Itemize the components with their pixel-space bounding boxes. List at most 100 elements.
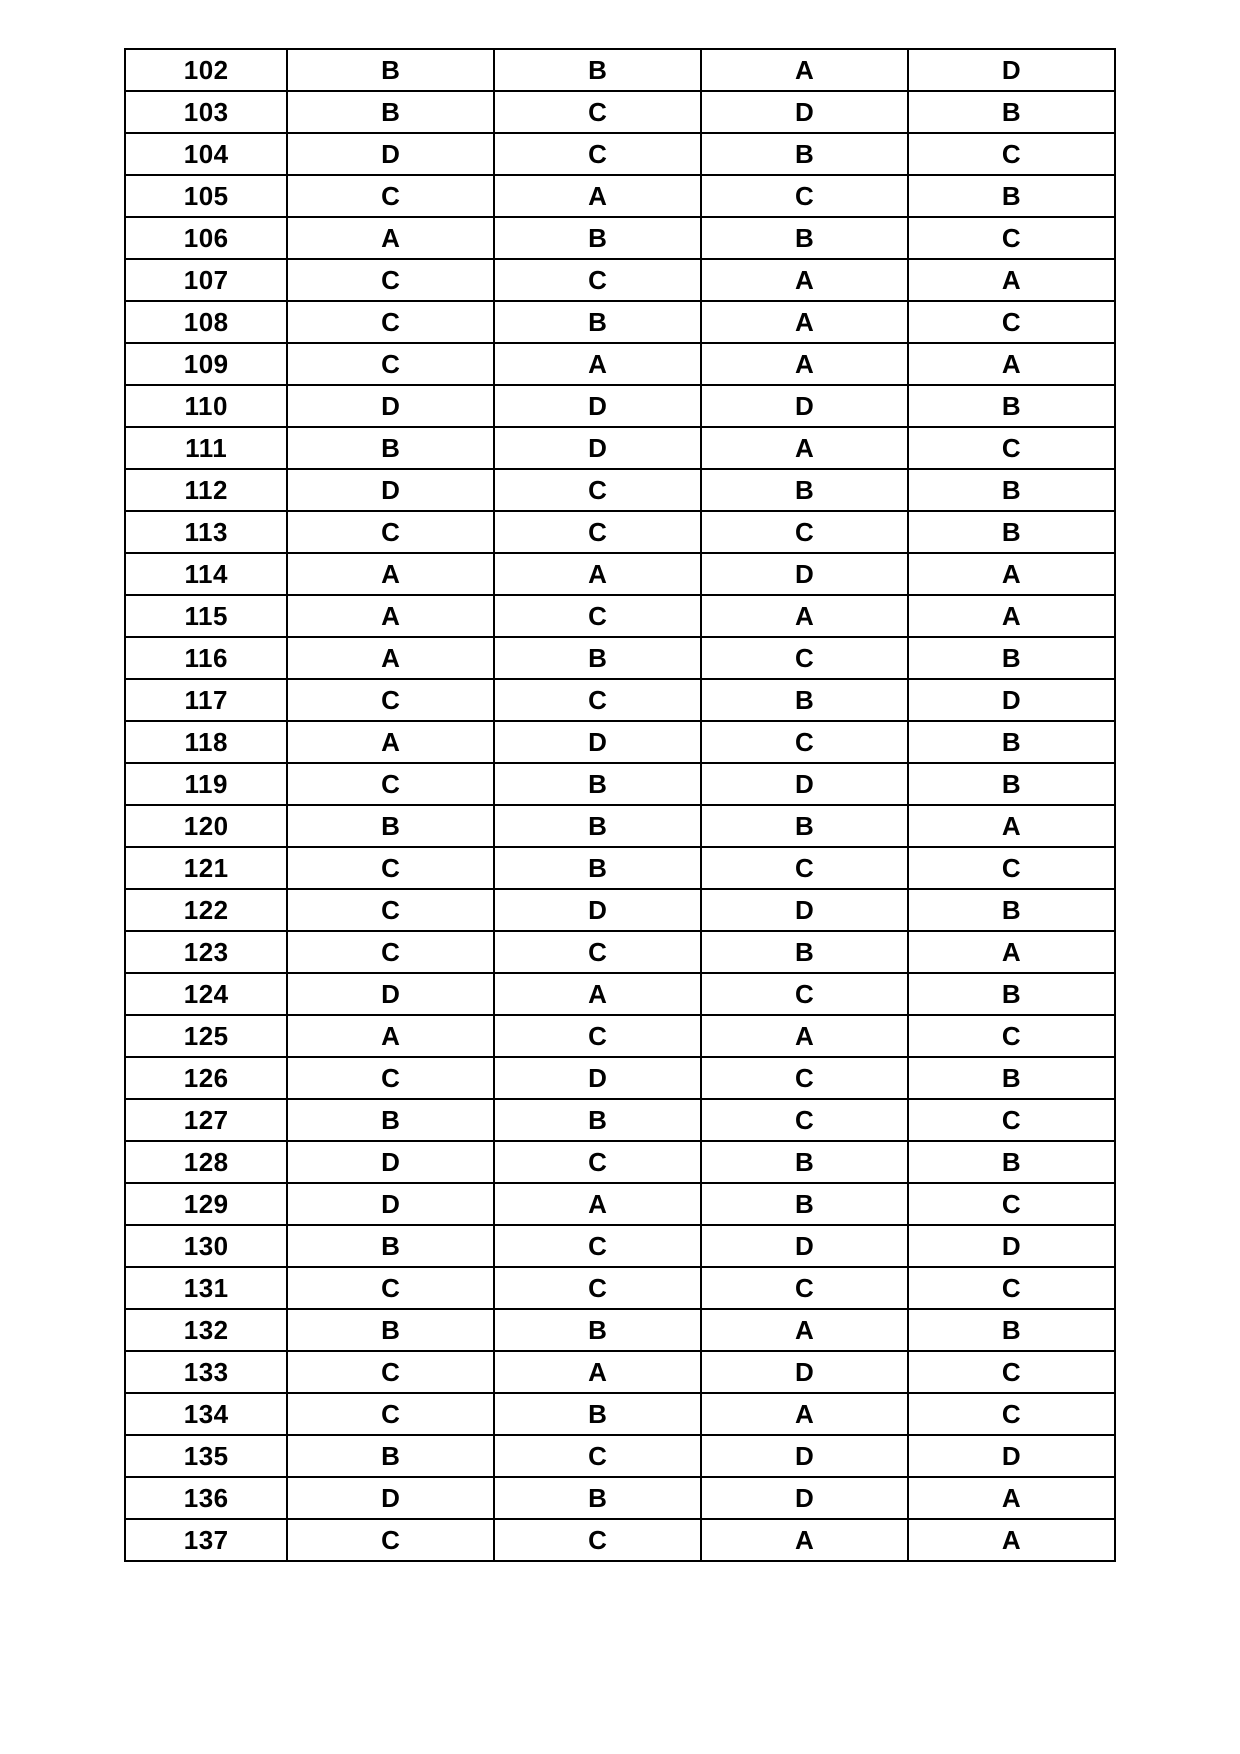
answer-cell: C — [494, 1015, 701, 1057]
question-number-cell: 114 — [125, 553, 287, 595]
answer-cell: A — [287, 595, 494, 637]
answer-cell: B — [908, 511, 1115, 553]
answer-cell: B — [287, 1435, 494, 1477]
answer-cell: B — [701, 217, 908, 259]
answer-cell: C — [287, 889, 494, 931]
answer-cell: B — [701, 469, 908, 511]
answer-cell: B — [701, 679, 908, 721]
answer-cell: C — [494, 133, 701, 175]
answer-cell: B — [494, 637, 701, 679]
answer-cell: C — [287, 847, 494, 889]
answer-cell: B — [287, 1309, 494, 1351]
answer-cell: A — [701, 301, 908, 343]
answer-cell: C — [908, 301, 1115, 343]
question-number-cell: 133 — [125, 1351, 287, 1393]
answer-cell: A — [287, 637, 494, 679]
answer-cell: B — [701, 1141, 908, 1183]
question-number-cell: 137 — [125, 1519, 287, 1561]
answer-cell: B — [908, 637, 1115, 679]
table-row: 116ABCB — [125, 637, 1115, 679]
table-row: 113CCCB — [125, 511, 1115, 553]
table-row: 131CCCC — [125, 1267, 1115, 1309]
question-number-cell: 128 — [125, 1141, 287, 1183]
answer-cell: A — [494, 553, 701, 595]
question-number-cell: 106 — [125, 217, 287, 259]
table-row: 110DDDB — [125, 385, 1115, 427]
answer-cell: D — [494, 721, 701, 763]
table-row: 130BCDD — [125, 1225, 1115, 1267]
table-row: 114AADA — [125, 553, 1115, 595]
answer-cell: B — [494, 301, 701, 343]
table-row: 119CBDB — [125, 763, 1115, 805]
answer-cell: A — [701, 1309, 908, 1351]
question-number-cell: 127 — [125, 1099, 287, 1141]
question-number-cell: 121 — [125, 847, 287, 889]
answer-cell: C — [287, 175, 494, 217]
answer-cell: B — [287, 805, 494, 847]
answer-cell: B — [701, 1183, 908, 1225]
answer-cell: C — [908, 1393, 1115, 1435]
table-row: 129DABC — [125, 1183, 1115, 1225]
answer-cell: A — [701, 259, 908, 301]
answer-cell: B — [908, 973, 1115, 1015]
table-row: 106ABBC — [125, 217, 1115, 259]
answer-cell: C — [287, 1267, 494, 1309]
answer-key-table: 102BBAD103BCDB104DCBC105CACB106ABBC107CC… — [124, 48, 1116, 1562]
answer-cell: B — [908, 175, 1115, 217]
table-row: 105CACB — [125, 175, 1115, 217]
answer-cell: D — [494, 385, 701, 427]
question-number-cell: 104 — [125, 133, 287, 175]
table-row: 137CCAA — [125, 1519, 1115, 1561]
table-row: 126CDCB — [125, 1057, 1115, 1099]
answer-cell: D — [701, 91, 908, 133]
answer-cell: D — [287, 385, 494, 427]
answer-cell: A — [908, 931, 1115, 973]
answer-cell: B — [287, 1225, 494, 1267]
answer-cell: B — [287, 91, 494, 133]
answer-cell: C — [908, 1099, 1115, 1141]
answer-cell: D — [701, 1225, 908, 1267]
question-number-cell: 108 — [125, 301, 287, 343]
answer-cell: C — [494, 1225, 701, 1267]
answer-cell: C — [287, 259, 494, 301]
answer-cell: C — [701, 721, 908, 763]
answer-cell: C — [287, 1057, 494, 1099]
answer-cell: D — [701, 1477, 908, 1519]
answer-cell: C — [494, 1519, 701, 1561]
table-row: 107CCAA — [125, 259, 1115, 301]
answer-cell: C — [287, 301, 494, 343]
answer-cell: B — [494, 1477, 701, 1519]
question-number-cell: 103 — [125, 91, 287, 133]
answer-cell: C — [494, 1141, 701, 1183]
answer-cell: C — [701, 175, 908, 217]
answer-cell: D — [908, 679, 1115, 721]
answer-cell: A — [287, 217, 494, 259]
question-number-cell: 105 — [125, 175, 287, 217]
answer-cell: D — [701, 1435, 908, 1477]
answer-cell: B — [908, 1141, 1115, 1183]
answer-cell: B — [494, 847, 701, 889]
answer-cell: B — [494, 805, 701, 847]
question-number-cell: 113 — [125, 511, 287, 553]
question-number-cell: 116 — [125, 637, 287, 679]
answer-cell: A — [701, 49, 908, 91]
table-row: 127BBCC — [125, 1099, 1115, 1141]
answer-cell: A — [908, 343, 1115, 385]
table-row: 103BCDB — [125, 91, 1115, 133]
answer-cell: A — [701, 343, 908, 385]
answer-cell: C — [287, 931, 494, 973]
answer-cell: B — [494, 49, 701, 91]
answer-cell: D — [287, 133, 494, 175]
table-row: 136DBDA — [125, 1477, 1115, 1519]
answer-cell: A — [701, 427, 908, 469]
question-number-cell: 135 — [125, 1435, 287, 1477]
question-number-cell: 123 — [125, 931, 287, 973]
question-number-cell: 112 — [125, 469, 287, 511]
answer-cell: C — [494, 259, 701, 301]
answer-cell: B — [908, 763, 1115, 805]
answer-cell: B — [908, 469, 1115, 511]
answer-cell: B — [908, 385, 1115, 427]
answer-cell: C — [908, 847, 1115, 889]
table-row: 135BCDD — [125, 1435, 1115, 1477]
answer-cell: C — [908, 1183, 1115, 1225]
